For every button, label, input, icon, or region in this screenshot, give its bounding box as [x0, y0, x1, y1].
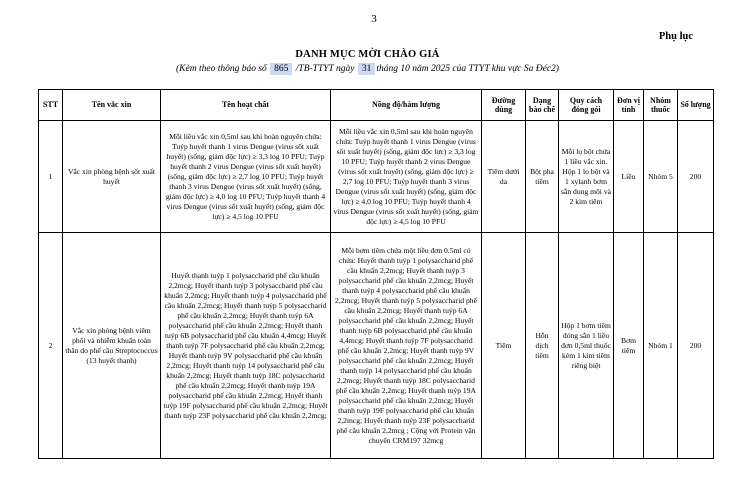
col-header-ten-vac-xin: Tên vắc xin [62, 89, 161, 121]
cell-ten-hoat-chat: Huyết thanh tuýp 1 polysaccharid phế cầu… [160, 232, 331, 459]
cell-dang-bao-che: Hỗn dịch tiêm [525, 232, 559, 459]
col-header-dang-bao-che: Dạng bào chế [525, 89, 559, 121]
col-header-don-vi-tinh: Đơn vị tính [613, 89, 644, 121]
subtitle-prefix: (Kèm theo thông báo số [176, 64, 267, 74]
table-row: 2 Vắc xin phòng bệnh viêm phổi và nhiễm … [38, 232, 714, 459]
doc-title: DANH MỤC MỜI CHÀO GIÁ [295, 49, 440, 60]
cell-ten-vac-xin: Vắc xin phòng bệnh sốt xuất huyết [62, 120, 161, 233]
cell-duong-dung: Tiêm [481, 232, 526, 459]
cell-don-vi-tinh: Bơm tiêm [613, 232, 644, 459]
cell-nong-do: Mỗi bơm tiêm chứa một liều đơn 0.5ml có … [330, 232, 482, 459]
cell-don-vi-tinh: Liều [613, 120, 644, 233]
doc-number-field[interactable]: 865 [270, 63, 293, 75]
col-header-duong-dung: Đường dùng [481, 89, 526, 121]
col-header-nhom-thuoc: Nhóm thuốc [643, 89, 678, 121]
subtitle-middle: /TB-TTYT ngày [295, 64, 355, 74]
price-quote-table: STT Tên vắc xin Tên hoạt chất Nồng độ/hà… [38, 89, 714, 459]
appendix-label: Phụ lục [658, 31, 693, 42]
cell-nong-do: Mỗi liều vắc xin 0,5ml sau khi hoàn nguy… [330, 120, 482, 233]
subtitle-suffix: tháng 10 năm 2025 của TTYT khu vực Sa Đé… [376, 64, 559, 74]
col-header-ten-hoat-chat: Tên hoạt chất [160, 89, 331, 121]
col-header-quy-cach: Quy cách đóng gói [558, 89, 614, 121]
cell-ten-hoat-chat: Mỗi liều vắc xin 0,5ml sau khi hoàn nguy… [160, 120, 331, 233]
cell-stt: 2 [38, 232, 63, 459]
cell-quy-cach: Mỗi lọ bột chứa 1 liều vắc xin. Hộp 1 lọ… [558, 120, 614, 233]
cell-quy-cach: Hộp 1 bơm tiêm đóng sẵn 1 liều đơn 0,5ml… [558, 232, 614, 459]
cell-stt: 1 [38, 120, 63, 233]
cell-duong-dung: Tiêm dưới da [481, 120, 526, 233]
doc-subtitle: (Kèm theo thông báo số 865 /TB-TTYT ngày… [0, 63, 735, 75]
table-row: 1 Vắc xin phòng bệnh sốt xuất huyết Mỗi … [38, 120, 714, 233]
col-header-so-luong: Số lượng [677, 89, 714, 121]
page-number: 3 [371, 13, 377, 25]
cell-dang-bao-che: Bột pha tiêm [525, 120, 559, 233]
cell-nhom-thuoc: Nhóm 5 [643, 120, 678, 233]
cell-so-luong: 200 [677, 232, 714, 459]
table-header-row: STT Tên vắc xin Tên hoạt chất Nồng độ/hà… [38, 89, 714, 121]
col-header-nong-do: Nồng độ/hàm lượng [330, 89, 482, 121]
cell-so-luong: 200 [677, 120, 714, 233]
cell-ten-vac-xin: Vắc xin phòng bệnh viêm phổi và nhiễm kh… [62, 232, 161, 459]
day-field[interactable]: 31 [357, 63, 376, 75]
cell-nhom-thuoc: Nhóm 1 [643, 232, 678, 459]
col-header-stt: STT [38, 89, 63, 121]
